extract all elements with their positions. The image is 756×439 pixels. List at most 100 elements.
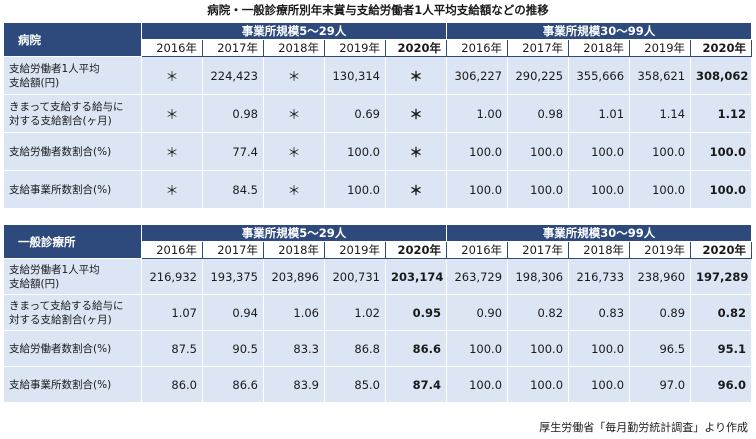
hospital-table: 病院 事業所規模5〜29人 事業所規模30〜99人 2016年 2017年 2018年 20…	[3, 22, 753, 209]
table-cell: 203,174	[384, 258, 448, 295]
table-cell: 203,896	[263, 258, 325, 295]
table-cell: 100.0	[446, 170, 509, 209]
table-cell: 83.3	[263, 330, 325, 367]
year-header: 2018年	[568, 241, 631, 259]
table-row: 支給事業所数割合(%) ＊ 84.5 ＊ 100.0 ＊ 100.0 100.0 100.0 10…	[3, 170, 753, 209]
table-row: 支給労働者1人平均 支給額(円) ＊ 224,423 ＊ 130,314 ＊ 306,227 2…	[3, 56, 753, 95]
table-cell: 87.4	[384, 366, 448, 403]
table-cell: 100.0	[629, 132, 692, 171]
year-header: 2019年	[324, 241, 386, 259]
table-cell: 0.94	[202, 294, 264, 331]
row-label: きまって支給する給与に 対する支給割合(ヶ月)	[3, 94, 142, 133]
table-cell: 100.0	[507, 366, 570, 403]
row-label: 支給事業所数割合(%)	[3, 366, 142, 403]
table-cell: 100.0	[446, 366, 509, 403]
year-header: 2020年	[690, 39, 753, 57]
table-cell: 263,729	[446, 258, 509, 295]
table-cell: 198,306	[507, 258, 570, 295]
table-cell: 97.0	[629, 366, 692, 403]
table-cell: ＊	[263, 94, 325, 133]
year-header: 2019年	[629, 241, 692, 259]
table-cell: 100.0	[690, 132, 753, 171]
year-header: 2016年	[446, 39, 509, 57]
table-cell: 96.0	[690, 366, 753, 403]
table-cell: 86.6	[384, 330, 448, 367]
table-cell: 0.82	[690, 294, 753, 331]
table-cell: 100.0	[507, 330, 570, 367]
table-cell: ＊	[141, 132, 203, 171]
table-cell: 358,621	[629, 56, 692, 95]
table-category: 一般診療所	[3, 224, 142, 259]
table-cell: 216,932	[141, 258, 203, 295]
table-cell: 83.9	[263, 366, 325, 403]
table-cell: 306,227	[446, 56, 509, 95]
table-cell: 100.0	[507, 170, 570, 209]
table-cell: 197,289	[690, 258, 753, 295]
group-header: 事業所規模5〜29人	[140, 22, 448, 40]
table-cell: 100.0	[690, 170, 753, 209]
table-cell: ＊	[141, 170, 203, 209]
year-header: 2016年	[141, 241, 203, 259]
table-cell: 100.0	[568, 132, 631, 171]
row-label: 支給労働者1人平均 支給額(円)	[3, 258, 142, 295]
table-cell: ＊	[263, 170, 325, 209]
table-cell: 1.00	[446, 94, 509, 133]
table-row: 支給事業所数割合(%) 86.0 86.6 83.9 85.0 87.4 100.0 100.…	[3, 366, 753, 403]
table-category: 病院	[3, 22, 142, 57]
table-cell: ＊	[384, 94, 448, 133]
table-cell: ＊	[384, 170, 448, 209]
group-header: 事業所規模30〜99人	[446, 224, 753, 242]
table-cell: 0.95	[384, 294, 448, 331]
year-header: 2019年	[324, 39, 386, 57]
table-cell: 90.5	[202, 330, 264, 367]
year-header: 2018年	[263, 241, 325, 259]
table-cell: 355,666	[568, 56, 631, 95]
year-header-row: 2016年 2017年 2018年 2019年 2020年 2016年 2017年 2018年…	[4, 241, 753, 259]
table-cell: 100.0	[568, 170, 631, 209]
source-note: 厚生労働省「毎月勤労統計調査」より作成	[539, 421, 748, 434]
table-cell: 1.06	[263, 294, 325, 331]
table-row: 支給労働者数割合(%) 87.5 90.5 83.3 86.8 86.6 100.0 100.…	[3, 330, 753, 367]
table-cell: 100.0	[446, 132, 509, 171]
table-cell: 290,225	[507, 56, 570, 95]
table-row: きまって支給する給与に 対する支給割合(ヶ月) 1.07 0.94 1.06 1.02 0.…	[3, 294, 753, 331]
table-cell: 100.0	[446, 330, 509, 367]
table-cell: 130,314	[324, 56, 386, 95]
table-cell: 1.12	[690, 94, 753, 133]
table-cell: ＊	[141, 56, 203, 95]
table-cell: 0.98	[507, 94, 570, 133]
year-header: 2018年	[263, 39, 325, 57]
table-cell: 85.0	[324, 366, 386, 403]
group-header: 事業所規模30〜99人	[446, 22, 753, 40]
year-header: 2016年	[446, 241, 509, 259]
year-header: 2017年	[507, 39, 570, 57]
year-header: 2018年	[568, 39, 631, 57]
table-cell: 100.0	[568, 330, 631, 367]
table-cell: 77.4	[202, 132, 264, 171]
year-header: 2017年	[507, 241, 570, 259]
row-label: 支給労働者数割合(%)	[3, 330, 142, 367]
year-header: 2016年	[141, 39, 203, 57]
year-header: 2020年	[384, 241, 448, 259]
table-cell: 100.0	[324, 170, 386, 209]
table-cell: 1.07	[141, 294, 203, 331]
table-cell: 1.01	[568, 94, 631, 133]
table-cell: ＊	[384, 56, 448, 95]
year-header: 2017年	[202, 39, 264, 57]
table-cell: 0.98	[202, 94, 264, 133]
table-row: きまって支給する給与に 対する支給割合(ヶ月) ＊ 0.98 ＊ 0.69 ＊ 1.00 0.9…	[3, 94, 753, 133]
row-label: きまって支給する給与に 対する支給割合(ヶ月)	[3, 294, 142, 331]
row-label: 支給事業所数割合(%)	[3, 170, 142, 209]
row-label: 支給労働者数割合(%)	[3, 132, 142, 171]
table-cell: 86.8	[324, 330, 386, 367]
table-cell: 0.83	[568, 294, 631, 331]
year-header: 2020年	[384, 39, 448, 57]
year-header: 2019年	[629, 39, 692, 57]
clinic-table: 一般診療所 事業所規模5〜29人 事業所規模30〜99人 2016年 2017年 2018…	[3, 224, 753, 403]
table-cell: 216,733	[568, 258, 631, 295]
table-cell: ＊	[263, 56, 325, 95]
table-cell: 238,960	[629, 258, 692, 295]
table-cell: 308,062	[690, 56, 753, 95]
table-cell: 96.5	[629, 330, 692, 367]
row-label: 支給労働者1人平均 支給額(円)	[3, 56, 142, 95]
